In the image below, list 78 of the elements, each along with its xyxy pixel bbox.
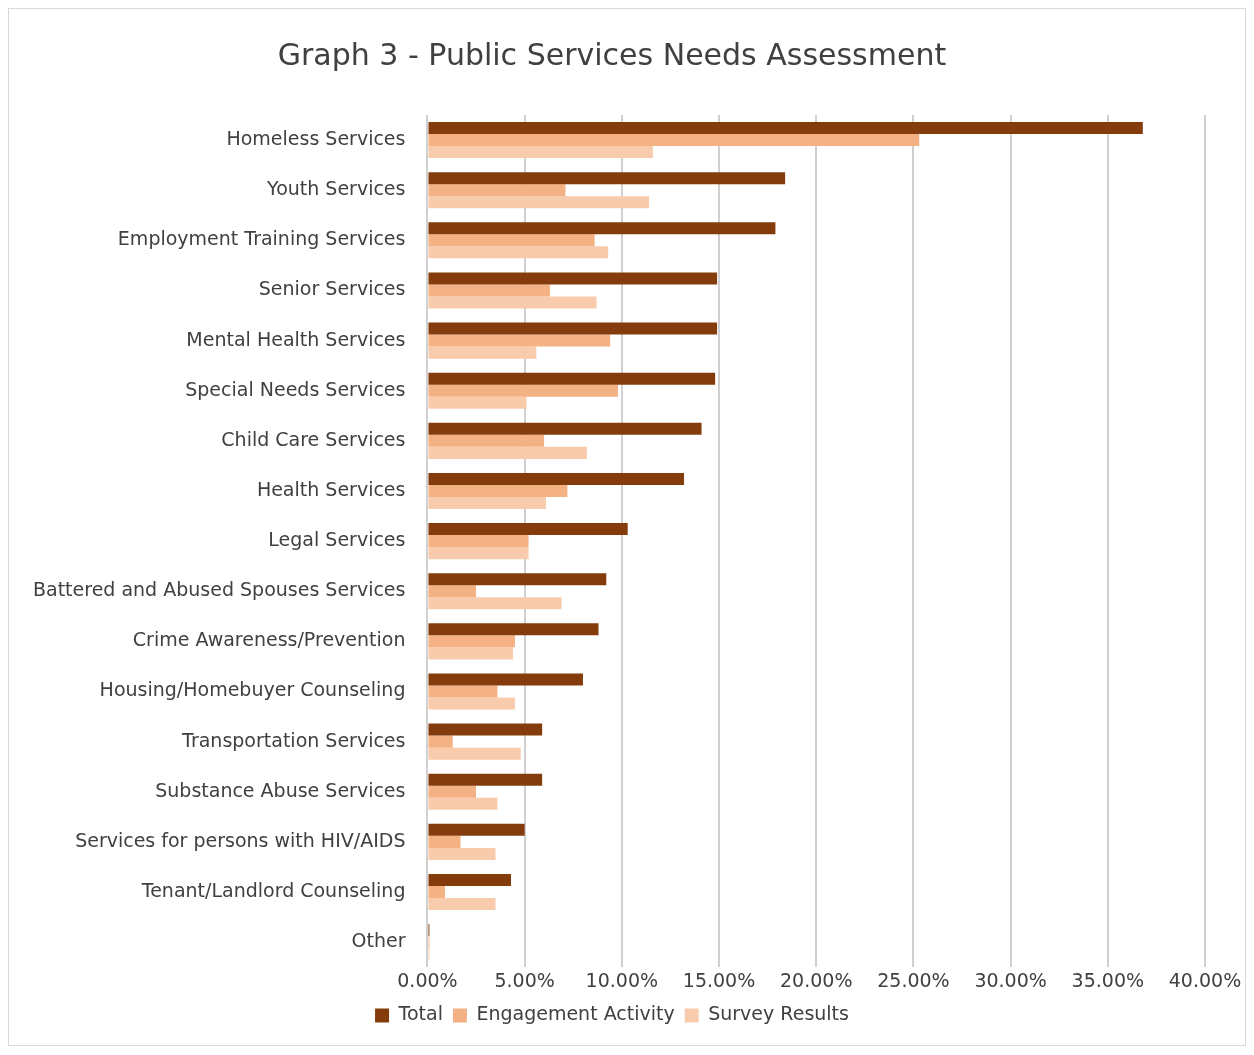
- bar: [428, 723, 543, 736]
- bar: [428, 346, 537, 359]
- y-tick-label: Crime Awareness/Prevention: [132, 628, 406, 651]
- y-tick-label: Legal Services: [268, 528, 406, 551]
- y-tick-label: Mental Health Services: [186, 327, 406, 350]
- y-tick-label: Transportation Services: [181, 728, 406, 751]
- bar: [428, 523, 628, 536]
- chart-title: Graph 3 - Public Services Needs Assessment: [277, 36, 947, 72]
- y-tick-label: Substance Abuse Services: [155, 778, 406, 801]
- x-tick-label: 40.00%: [1168, 968, 1242, 991]
- y-tick-label: Special Needs Services: [185, 377, 406, 400]
- bar: [428, 472, 685, 485]
- bar: [428, 296, 597, 309]
- bar: [428, 222, 776, 235]
- x-tick-label: 10.00%: [585, 968, 659, 991]
- bar: [428, 735, 453, 748]
- bar: [428, 434, 545, 447]
- bar: [428, 535, 529, 548]
- y-tick-label: Senior Services: [258, 277, 406, 300]
- bar: [428, 623, 599, 636]
- x-tick-label: 0.00%: [397, 968, 458, 991]
- y-tick-label: Health Services: [256, 477, 406, 500]
- bar: [428, 196, 650, 209]
- bar: [428, 396, 527, 409]
- bar: [428, 898, 496, 911]
- y-tick-label: Battered and Abused Spouses Services: [32, 578, 406, 601]
- bar: [428, 585, 477, 598]
- y-tick-label: Employment Training Services: [117, 227, 406, 250]
- bar: [428, 573, 607, 586]
- bar: [428, 647, 513, 660]
- legend-label: Survey Results: [708, 1002, 849, 1025]
- bar: [428, 172, 786, 185]
- y-tick-label: Child Care Services: [221, 427, 406, 450]
- x-tick-label: 15.00%: [682, 968, 756, 991]
- bar: [428, 422, 702, 435]
- x-tick-label: 25.00%: [877, 968, 950, 991]
- bar: [428, 284, 550, 297]
- bar: [428, 272, 718, 285]
- bar: [428, 597, 562, 610]
- bar: [428, 184, 566, 197]
- bar: [428, 697, 515, 710]
- x-tick-label: 5.00%: [494, 968, 555, 991]
- y-tick-label: Other: [351, 929, 406, 952]
- bar: [428, 635, 515, 648]
- bar: [428, 773, 543, 786]
- bar: [428, 847, 496, 860]
- bar: [428, 496, 547, 510]
- y-tick-label: Services for persons with HIV/AIDS: [75, 828, 406, 851]
- bar: [428, 673, 583, 686]
- bar: [428, 234, 595, 247]
- bar: [428, 835, 461, 848]
- bar: [428, 372, 716, 385]
- bar: [428, 134, 920, 147]
- bar: [428, 785, 477, 798]
- bar: [428, 246, 609, 259]
- bar: [428, 322, 718, 335]
- x-tick-label: 35.00%: [1071, 968, 1145, 991]
- bar: [428, 146, 653, 159]
- bar: [428, 484, 568, 497]
- legend-label: Engagement Activity: [476, 1002, 675, 1025]
- bar: [428, 823, 525, 836]
- bar: [428, 547, 529, 560]
- bar: [428, 797, 498, 810]
- y-tick-label: Homeless Services: [226, 127, 406, 149]
- y-tick-label: Youth Services: [266, 177, 406, 200]
- bar: [428, 873, 512, 886]
- x-tick-label: 20.00%: [780, 968, 853, 991]
- y-tick-label: Housing/Homebuyer Counseling: [99, 678, 406, 701]
- bar: [428, 384, 618, 397]
- legend-label: Total: [397, 1002, 443, 1025]
- bar: [428, 122, 1143, 135]
- y-tick-label: Tenant/Landlord Counseling: [140, 878, 406, 901]
- bar: [428, 685, 498, 698]
- bar: [428, 885, 445, 899]
- bar: [428, 334, 611, 347]
- bar: [428, 446, 587, 459]
- bar: [428, 747, 521, 760]
- x-tick-label: 30.00%: [974, 968, 1047, 991]
